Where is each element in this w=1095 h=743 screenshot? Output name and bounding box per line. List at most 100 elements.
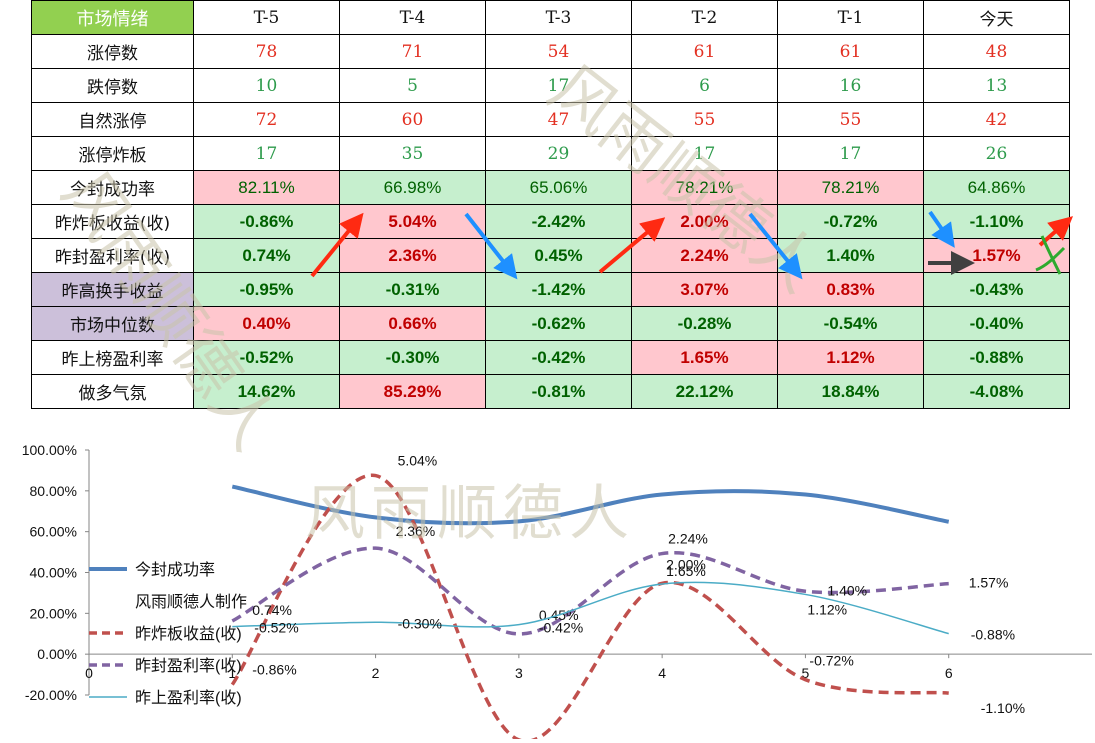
corner-cell: 市场情绪	[32, 1, 194, 35]
legend-label: 昨封盈利率(收)	[135, 657, 242, 675]
table-cell: 60	[340, 103, 486, 137]
data-label: -0.30%	[398, 615, 442, 631]
column-header: T-5	[194, 1, 340, 35]
chart-svg: -20.00%0.00%20.00%40.00%60.00%80.00%100.…	[0, 420, 1095, 739]
table-cell: 55	[778, 103, 924, 137]
table-cell: 5.04%	[340, 205, 486, 239]
table-cell: 64.86%	[924, 171, 1070, 205]
table-cell: 1.40%	[778, 239, 924, 273]
row-label: 昨高换手收益	[32, 273, 194, 307]
table-cell: 71	[340, 35, 486, 69]
table-cell: 13	[924, 69, 1070, 103]
table-row: 昨上榜盈利率-0.52%-0.30%-0.42%1.65%1.12%-0.88%	[32, 341, 1070, 375]
row-label: 昨炸板收益(收)	[32, 205, 194, 239]
table-cell: -4.08%	[924, 375, 1070, 409]
table-cell: 85.29%	[340, 375, 486, 409]
y-tick-label: 80.00%	[30, 483, 77, 499]
data-label: 2.36%	[396, 523, 436, 539]
table-cell: -2.42%	[486, 205, 632, 239]
table-cell: 2.36%	[340, 239, 486, 273]
data-label: 5.04%	[398, 453, 438, 469]
data-label: 1.65%	[666, 563, 706, 579]
table-cell: 35	[340, 137, 486, 171]
table-cell: -0.31%	[340, 273, 486, 307]
x-tick-label: 6	[945, 665, 953, 681]
column-header: T-2	[632, 1, 778, 35]
table-cell: 1.57%	[924, 239, 1070, 273]
data-label: 0.74%	[252, 602, 292, 618]
x-tick-label: 3	[515, 665, 523, 681]
row-label: 今封成功率	[32, 171, 194, 205]
table-cell: -0.72%	[778, 205, 924, 239]
table-cell: 22.12%	[632, 375, 778, 409]
legend-note: 风雨顺德人制作	[135, 593, 247, 611]
data-label: -0.88%	[971, 627, 1015, 643]
table-cell: 17	[486, 69, 632, 103]
data-label: -0.72%	[809, 653, 853, 669]
table-cell: -0.43%	[924, 273, 1070, 307]
table-row: 昨封盈利率(收)0.74%2.36%0.45%2.24%1.40%1.57%	[32, 239, 1070, 273]
table-cell: 0.45%	[486, 239, 632, 273]
column-header: T-1	[778, 1, 924, 35]
table-cell: 1.12%	[778, 341, 924, 375]
y-tick-label: 100.00%	[22, 442, 77, 458]
series-line	[232, 487, 948, 524]
table-cell: 61	[778, 35, 924, 69]
y-tick-label: 20.00%	[30, 605, 77, 621]
y-tick-label: -20.00%	[25, 687, 77, 703]
table-row: 昨高换手收益-0.95%-0.31%-1.42%3.07%0.83%-0.43%	[32, 273, 1070, 307]
table-cell: -1.10%	[924, 205, 1070, 239]
column-header: 今天	[924, 1, 1070, 35]
table-cell: -0.62%	[486, 307, 632, 341]
row-label: 做多气氛	[32, 375, 194, 409]
table-cell: -0.88%	[924, 341, 1070, 375]
data-label: -0.86%	[252, 662, 296, 678]
table-cell: 72	[194, 103, 340, 137]
table-cell: -0.30%	[340, 341, 486, 375]
table-cell: 26	[924, 137, 1070, 171]
legend-label: 今封成功率	[135, 561, 215, 579]
table-cell: 47	[486, 103, 632, 137]
y-tick-label: 60.00%	[30, 524, 77, 540]
table-cell: -0.86%	[194, 205, 340, 239]
data-label: 1.57%	[969, 575, 1009, 591]
table-cell: 0.83%	[778, 273, 924, 307]
table-cell: 5	[340, 69, 486, 103]
data-label: -0.52%	[254, 620, 298, 636]
table-cell: 82.11%	[194, 171, 340, 205]
row-label: 涨停数	[32, 35, 194, 69]
table-cell: 18.84%	[778, 375, 924, 409]
row-label: 昨封盈利率(收)	[32, 239, 194, 273]
table-cell: 0.74%	[194, 239, 340, 273]
column-header: T-4	[340, 1, 486, 35]
table-cell: 10	[194, 69, 340, 103]
row-label: 自然涨停	[32, 103, 194, 137]
table-cell: 42	[924, 103, 1070, 137]
table-cell: 16	[778, 69, 924, 103]
table-cell: 6	[632, 69, 778, 103]
table-cell: 61	[632, 35, 778, 69]
table-cell: 66.98%	[340, 171, 486, 205]
table-cell: -0.95%	[194, 273, 340, 307]
sentiment-line-chart: -20.00%0.00%20.00%40.00%60.00%80.00%100.…	[0, 420, 1095, 739]
data-label: -0.42%	[539, 620, 583, 636]
table-cell: 78	[194, 35, 340, 69]
row-label: 涨停炸板	[32, 137, 194, 171]
data-label: 1.12%	[807, 601, 847, 617]
data-label: 1.40%	[827, 582, 867, 598]
x-tick-label: 0	[85, 665, 93, 681]
table-cell: 48	[924, 35, 1070, 69]
table-cell: -0.54%	[778, 307, 924, 341]
table-cell: 78.21%	[632, 171, 778, 205]
table-cell: 17	[194, 137, 340, 171]
table-cell: 78.21%	[778, 171, 924, 205]
table-cell: 17	[778, 137, 924, 171]
table-cell: 65.06%	[486, 171, 632, 205]
table-cell: -1.42%	[486, 273, 632, 307]
x-tick-label: 4	[658, 665, 666, 681]
